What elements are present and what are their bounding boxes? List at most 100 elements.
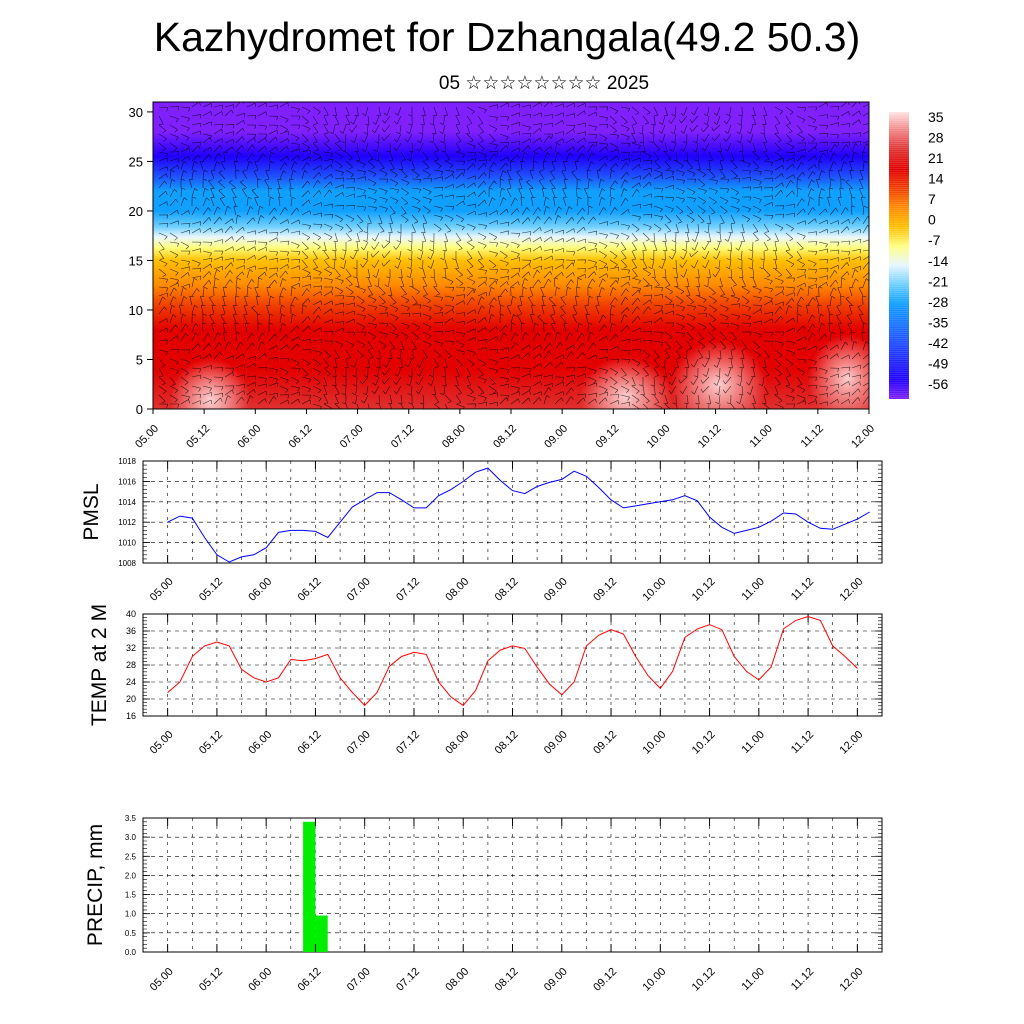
temp-x-tick-label: 05.12 [197,729,225,757]
precip-x-tick-label: 05.12 [197,966,225,994]
pmsl-x-tick-label: 06.12 [296,576,324,604]
temp-x-tick-label: 07.00 [345,729,373,757]
temp-y-tick-label: 36 [126,626,136,636]
temp-series-line [167,615,858,707]
precip-bar-1 [315,915,328,952]
temp-y-tick-label: 28 [126,660,136,670]
pmsl-x-tick-label: 11.12 [789,576,816,603]
colorbar-label: -42 [928,335,948,351]
cross-x-tick-label: 07.00 [338,423,366,451]
precip-x-tick-label: 11.12 [789,966,816,993]
page-subtitle: 05 ☆☆☆☆☆☆☆☆ 2025 [438,73,650,94]
colorbar: 35 28 21 14 7 0 -7 -14 -21 -28 -35 -42 -49 -56 [889,109,948,399]
temp-x-tick-label: 07.12 [394,729,422,757]
pmsl-x-tick-label: 09.00 [542,576,570,604]
precip-bars [303,821,328,952]
pmsl-x-tick-label: 09.12 [591,576,619,604]
precip-x-tick-label: 06.12 [296,966,324,994]
temp-y-tick-label: 40 [126,609,136,619]
temp-x-tick-label: 09.12 [591,729,619,757]
cross-section-x-axis: 05.00 05.12 06.00 06.12 07.00 07.12 08.00 08.12… [133,409,877,451]
pmsl-y-tick-label: 1016 [118,477,136,486]
pmsl-minor-ticks [143,460,882,564]
pmsl-x-tick-label: 12.00 [838,576,866,604]
cross-y-tick-label: 20 [129,204,143,219]
colorbar-label: -56 [928,376,948,392]
precip-x-tick-label: 09.12 [591,966,619,994]
precip-y-tick-label: 2.5 [125,852,137,861]
precip-x-tick-label: 07.12 [394,966,422,994]
pmsl-y-tick-label: 1008 [118,559,136,568]
temp-y-tick-label: 32 [126,643,136,653]
cross-x-tick-label: 11.00 [747,423,774,450]
precip-y-tick-label: 1.0 [125,910,137,919]
temp-y-tick-label: 16 [126,711,136,721]
cross-y-tick-label: 10 [129,303,143,318]
temp-x-tick-label: 11.12 [789,729,816,756]
pmsl-y-tick-label: 1018 [118,457,136,466]
cross-x-tick-label: 07.12 [389,423,417,451]
temp-x-tick-label: 08.12 [493,729,521,757]
cross-x-tick-label: 06.12 [287,423,315,451]
temp-y-tick-label: 20 [126,694,136,704]
wind-barb-field [158,102,869,409]
cross-y-tick-label: 0 [136,402,143,417]
colorbar-label: 0 [928,212,936,228]
temp-y-label: TEMP at 2 M [88,604,111,726]
pmsl-x-tick-label: 11.00 [740,576,767,603]
cross-section-panel: 0 5 10 15 20 25 30 05.00 05.12 06.00 06.12 07.00 07… [129,101,877,451]
precip-x-tick-label: 10.00 [640,966,668,994]
colorbar-label: -21 [928,273,948,289]
temp-x-tick-label: 12.00 [838,729,866,757]
precip-y-label: PRECIP, mm [84,824,107,946]
precip-y-tick-label: 0.0 [125,948,137,957]
precip-x-tick-label: 06.00 [246,966,274,994]
pmsl-x-tick-label: 05.00 [148,576,176,604]
warm-spot-2 [670,340,767,409]
temp-x-tick-label: 05.00 [148,729,176,757]
pmsl-x-tick-label: 10.12 [690,576,718,604]
precip-x-tick-label: 11.00 [740,966,767,993]
colorbar-label: -7 [928,232,941,248]
colorbar-label: 35 [928,109,944,125]
pmsl-x-tick-label: 08.12 [493,576,521,604]
cross-x-tick-label: 09.00 [542,423,570,451]
precip-y-tick-label: 2.0 [125,871,137,880]
temp-x-tick-label: 09.00 [542,729,570,757]
precip-grid [142,818,883,952]
warm-spot-0 [170,357,251,409]
cross-x-tick-label: 05.12 [184,423,212,451]
temp-x-tick-label: 10.00 [640,729,668,757]
precip-y-tick-label: 3.5 [125,814,137,823]
temp-grid [142,614,883,716]
pmsl-y-tick-label: 1014 [118,498,136,507]
pmsl-x-tick-label: 08.00 [443,576,471,604]
colorbar-label: -14 [928,253,948,269]
pmsl-x-tick-label: 06.00 [246,576,274,604]
colorbar-label: 21 [928,150,944,166]
temp-y-tick-label: 24 [126,677,136,687]
pmsl-x-tick-label: 10.00 [640,576,668,604]
temp-panel: 16 20 24 28 32 36 40 05.00 05.12 06.00 06.12 07.00 0… [88,604,883,757]
warm-spot-3 [807,334,869,409]
colorbar-labels: 35 28 21 14 7 0 -7 -14 -21 -28 -35 -42 -49 -56 [928,109,948,392]
precip-x-tick-label: 08.00 [443,966,471,994]
pmsl-grid [142,461,883,563]
temp-x-tick-label: 10.12 [690,729,718,757]
temp-x-tick-label: 11.00 [740,729,767,756]
temp-minor-ticks [143,613,882,717]
cross-y-tick-label: 5 [136,352,143,367]
colorbar-label: -35 [928,314,948,330]
precip-x-tick-label: 07.00 [345,966,373,994]
precip-panel: 0.0 0.5 1.0 1.5 2.0 2.5 3.0 3.5 05.00 05.12 06.00 0… [84,814,883,994]
colorbar-label: 28 [928,130,944,146]
page-title: Kazhydromet for Dzhangala(49.2 50.3) [153,14,861,60]
cross-y-tick-label: 25 [129,154,143,169]
colorbar-label: -49 [928,355,948,371]
wind-barbs [158,102,869,409]
colorbar-label: 7 [928,191,936,207]
precip-x-tick-label: 08.12 [493,966,521,994]
pmsl-v-grid [142,461,883,563]
cross-y-tick-label: 30 [129,105,143,120]
